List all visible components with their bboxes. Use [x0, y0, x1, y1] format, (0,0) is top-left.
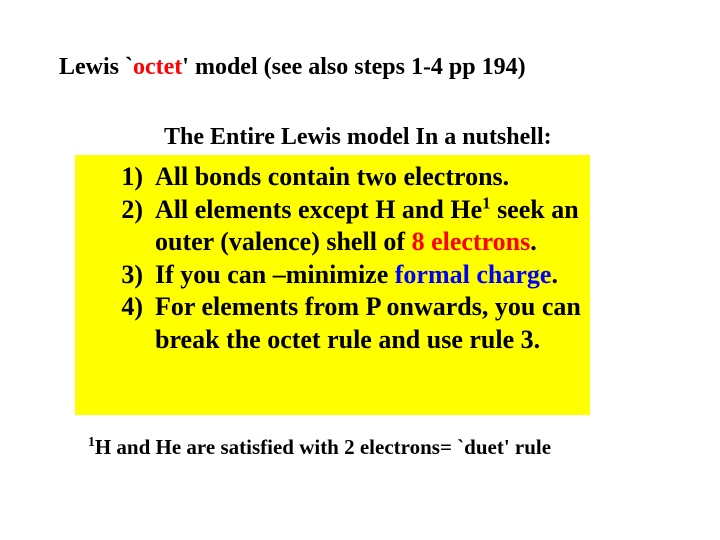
list-item: 1)All bonds contain two electrons. — [75, 161, 590, 194]
slide-title: Lewis `octet' model (see also steps 1-4 … — [59, 54, 526, 81]
slide: Lewis `octet' model (see also steps 1-4 … — [0, 0, 720, 540]
text-segment: . — [551, 260, 558, 289]
list-item-text: For elements from P onwards, you can bre… — [155, 291, 590, 356]
list-item: 2)All elements except H and He1 seek an … — [75, 194, 590, 259]
list-item-number: 1) — [75, 161, 155, 194]
title-text: ' model (see also steps 1-4 pp 194) — [182, 54, 525, 80]
text-segment: formal charge — [395, 260, 552, 289]
text-segment: 8 electrons — [412, 227, 531, 256]
list-item-number: 2) — [75, 194, 155, 259]
text-segment: All bonds contain two electrons. — [155, 162, 509, 191]
list-item-number: 3) — [75, 259, 155, 292]
text-segment: All elements except H and He — [155, 195, 482, 224]
list-item: 4)For elements from P onwards, you can b… — [75, 291, 590, 356]
text-segment: For elements from P onwards, you can bre… — [155, 292, 581, 354]
rules-box: 1)All bonds contain two electrons.2)All … — [75, 155, 590, 415]
title-text: Lewis ` — [59, 54, 133, 80]
footnote: 1H and He are satisfied with 2 electrons… — [88, 435, 551, 460]
list-item: 3)If you can –minimize formal charge. — [75, 259, 590, 292]
rules-list: 1)All bonds contain two electrons.2)All … — [75, 161, 590, 356]
title-accent: octet — [133, 54, 182, 80]
list-item-text: All elements except H and He1 seek an ou… — [155, 194, 590, 259]
text-segment: . — [530, 227, 537, 256]
text-segment: If you can –minimize — [155, 260, 395, 289]
list-item-number: 4) — [75, 291, 155, 356]
superscript: 1 — [482, 193, 490, 212]
slide-subtitle: The Entire Lewis model In a nutshell: — [164, 124, 552, 151]
footnote-text: H and He are satisfied with 2 electrons=… — [95, 435, 551, 459]
footnote-superscript: 1 — [88, 434, 95, 449]
list-item-text: If you can –minimize formal charge. — [155, 259, 590, 292]
list-item-text: All bonds contain two electrons. — [155, 161, 590, 194]
